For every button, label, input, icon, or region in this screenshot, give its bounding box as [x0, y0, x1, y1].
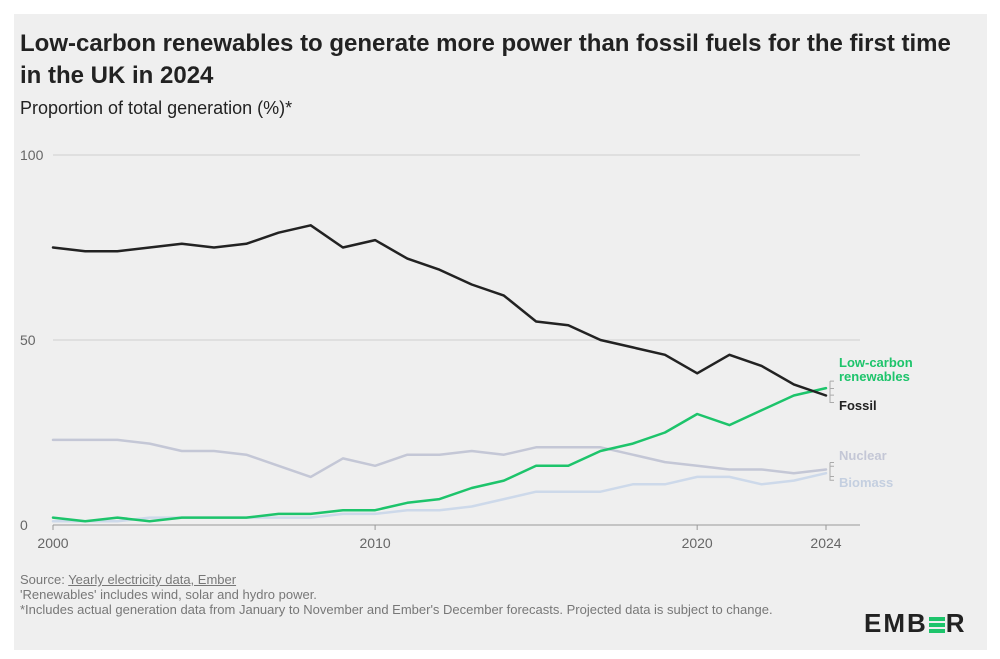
y-tick-label-50: 50 [20, 332, 36, 348]
source-link[interactable]: Yearly electricity data, Ember [68, 572, 236, 587]
logo-bar-2 [929, 623, 945, 627]
series-line-fossil [53, 225, 826, 395]
source-prefix: Source: [20, 572, 68, 587]
series-line-nuclear [53, 440, 826, 477]
logo-e-bars [929, 615, 945, 635]
line-chart: 0 50 100 2000 2010 2020 2024 Low-carbonrenewabl… [0, 0, 1000, 659]
footnote-renewables: 'Renewables' includes wind, solar and hy… [20, 587, 840, 602]
footnote-forecast: *Includes actual generation data from Ja… [20, 602, 840, 617]
series-line-biomass [53, 473, 826, 521]
series-label-fossil: Fossil [839, 398, 877, 413]
series-label-low-carbon-renewables-line-1: Low-carbon [839, 355, 913, 370]
y-tick-label-100: 100 [20, 147, 44, 163]
x-tick-label-2024: 2024 [810, 535, 841, 551]
x-tick-label-2000: 2000 [37, 535, 68, 551]
series-label-nuclear: Nuclear [839, 448, 887, 463]
logo-text-left: EMB [864, 608, 928, 638]
series-label-biomass: Biomass [839, 475, 893, 490]
ember-logo: EMB R [864, 608, 967, 639]
series-label-low-carbon-renewables-line-2: renewables [839, 369, 910, 384]
chart-footer: Source: Yearly electricity data, Ember '… [20, 572, 840, 617]
label-bracket-nuclear [830, 463, 834, 477]
y-tick-label-0: 0 [20, 517, 28, 533]
label-bracket-biomass [830, 466, 834, 480]
source-line: Source: Yearly electricity data, Ember [20, 572, 840, 587]
logo-bar-1 [929, 617, 945, 621]
x-tick-label-2010: 2010 [360, 535, 391, 551]
x-tick-label-2020: 2020 [682, 535, 713, 551]
logo-bar-3 [929, 629, 945, 633]
logo-text-right: R [946, 608, 967, 638]
